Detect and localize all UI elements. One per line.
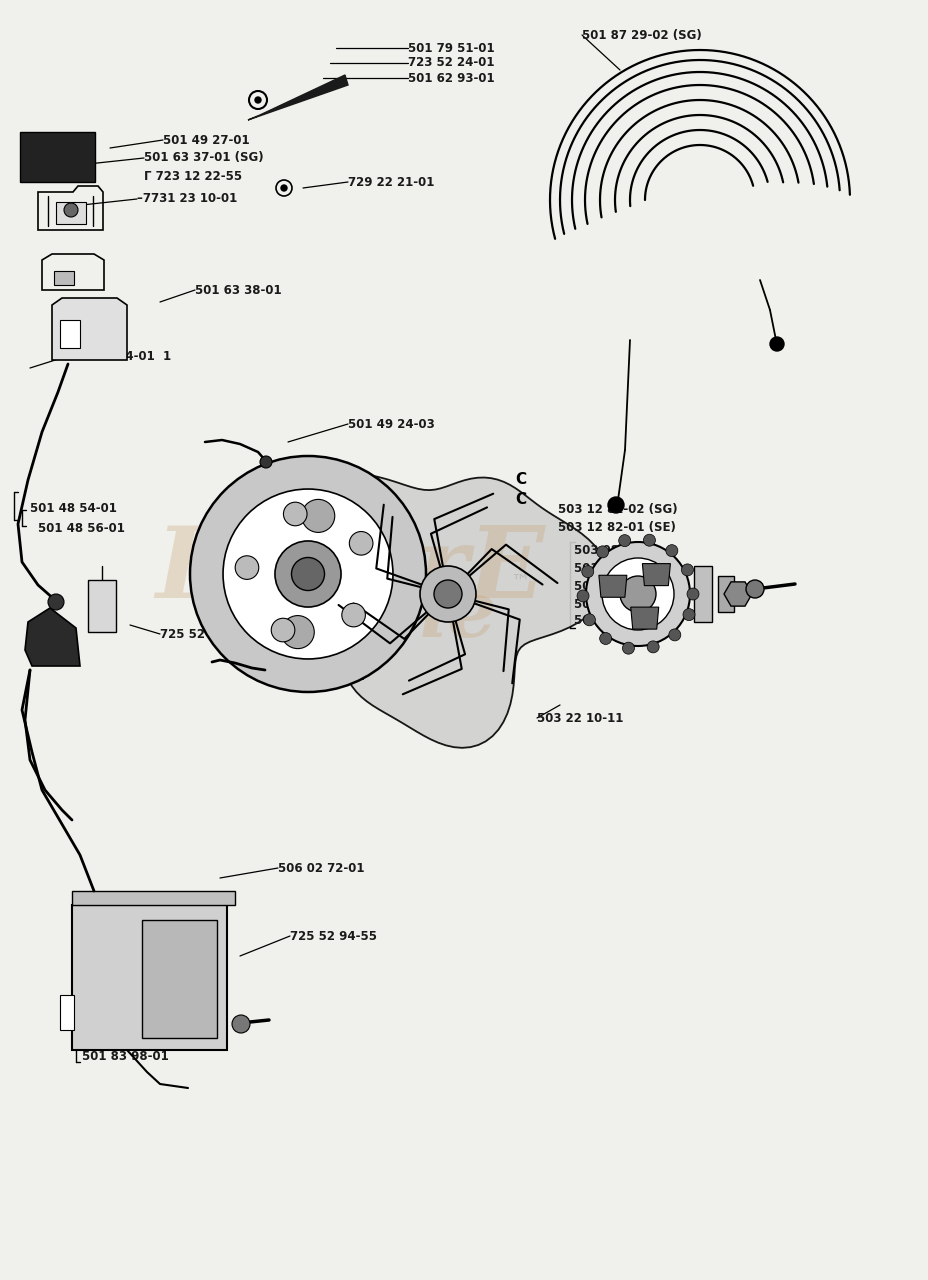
Circle shape: [275, 541, 341, 607]
Text: 501 63 38-01: 501 63 38-01: [195, 283, 281, 297]
Circle shape: [190, 456, 426, 692]
Text: 503 08 52-01: 503 08 52-01: [574, 544, 660, 558]
Circle shape: [281, 616, 314, 649]
Circle shape: [769, 337, 783, 351]
Text: C: C: [514, 493, 525, 507]
Circle shape: [280, 186, 287, 191]
Circle shape: [433, 580, 461, 608]
Text: 503 12 82-02 (SG): 503 12 82-02 (SG): [558, 503, 677, 517]
Circle shape: [291, 558, 324, 590]
Text: 503 23 72-02: 503 23 72-02: [82, 1029, 168, 1042]
Bar: [60, 320, 80, 348]
Circle shape: [619, 576, 655, 612]
Bar: [56, 202, 86, 224]
Circle shape: [581, 566, 593, 577]
Polygon shape: [52, 298, 127, 360]
Circle shape: [302, 499, 334, 532]
Circle shape: [681, 564, 692, 576]
Polygon shape: [304, 474, 608, 748]
Circle shape: [576, 590, 588, 602]
Text: 729 22 21-01: 729 22 21-01: [348, 175, 434, 188]
Circle shape: [583, 614, 595, 626]
Text: 501 52 74-01: 501 52 74-01: [277, 669, 364, 682]
Text: 725 52 94-55: 725 52 94-55: [290, 929, 377, 942]
Circle shape: [232, 1015, 250, 1033]
Polygon shape: [248, 76, 348, 120]
Circle shape: [223, 489, 393, 659]
Text: 501 87 29-02 (SG): 501 87 29-02 (SG): [581, 28, 701, 41]
Text: 501 63 48-01: 501 63 48-01: [574, 562, 660, 575]
Text: 501 83 98-01: 501 83 98-01: [82, 1050, 169, 1062]
Text: 501 67 32-01: 501 67 32-01: [574, 598, 660, 611]
Circle shape: [64, 204, 78, 218]
Text: 501 63 37-01 (SG): 501 63 37-01 (SG): [144, 151, 264, 165]
Text: 506 02 72-01: 506 02 72-01: [277, 861, 364, 874]
Text: Γ 723 12 22-55: Γ 723 12 22-55: [144, 169, 242, 183]
Text: 723 52 24-01: 723 52 24-01: [407, 56, 494, 69]
Circle shape: [607, 497, 624, 513]
Polygon shape: [630, 607, 658, 628]
Text: 503 22 10-11: 503 22 10-11: [536, 712, 623, 724]
Circle shape: [586, 541, 690, 646]
Bar: [88, 580, 116, 632]
Text: 501 81 35-01: 501 81 35-01: [574, 580, 660, 593]
Bar: [72, 905, 226, 1050]
Circle shape: [599, 632, 611, 645]
Circle shape: [596, 545, 608, 558]
Bar: [717, 576, 733, 612]
Circle shape: [235, 556, 259, 580]
Text: 501 48 54-01: 501 48 54-01: [30, 502, 117, 515]
Circle shape: [349, 531, 372, 556]
Circle shape: [682, 608, 694, 621]
Polygon shape: [723, 582, 751, 607]
Circle shape: [48, 594, 64, 611]
Circle shape: [260, 456, 272, 468]
Text: –7731 23 10-01: –7731 23 10-01: [136, 192, 237, 206]
Text: 501 49 27-01: 501 49 27-01: [162, 133, 250, 146]
Text: 503 20 00-21: 503 20 00-21: [574, 614, 660, 627]
Bar: [54, 271, 74, 285]
Text: 501 49 24-03: 501 49 24-03: [348, 417, 434, 430]
Circle shape: [271, 618, 294, 641]
Polygon shape: [25, 608, 80, 666]
Text: 501 48 56-01: 501 48 56-01: [38, 521, 124, 535]
Text: ™: ™: [509, 572, 529, 591]
Circle shape: [419, 566, 475, 622]
Text: 503 12 82-01 (SE): 503 12 82-01 (SE): [558, 521, 676, 535]
Circle shape: [745, 580, 763, 598]
Text: 501 79 51-01: 501 79 51-01: [407, 41, 494, 55]
Circle shape: [687, 588, 698, 600]
Text: RotarE: RotarE: [155, 522, 545, 618]
Polygon shape: [599, 575, 626, 598]
Polygon shape: [641, 563, 670, 586]
Text: 725 52 91-56: 725 52 91-56: [160, 627, 247, 640]
Circle shape: [668, 628, 680, 641]
Circle shape: [283, 502, 307, 526]
Circle shape: [647, 641, 659, 653]
Text: C: C: [514, 472, 525, 488]
Circle shape: [254, 97, 261, 102]
Bar: [142, 920, 217, 1038]
Circle shape: [643, 534, 655, 547]
Circle shape: [618, 535, 630, 547]
Bar: [693, 566, 711, 622]
Text: Zone: Zone: [282, 577, 496, 653]
Circle shape: [342, 603, 365, 627]
Circle shape: [622, 643, 634, 654]
Circle shape: [601, 558, 674, 630]
Text: 501 63 44-01  1: 501 63 44-01 1: [68, 349, 171, 362]
Polygon shape: [20, 132, 95, 182]
Text: 501 62 93-01: 501 62 93-01: [407, 72, 494, 84]
Circle shape: [665, 545, 677, 557]
Bar: [60, 995, 74, 1030]
Bar: [72, 891, 235, 905]
